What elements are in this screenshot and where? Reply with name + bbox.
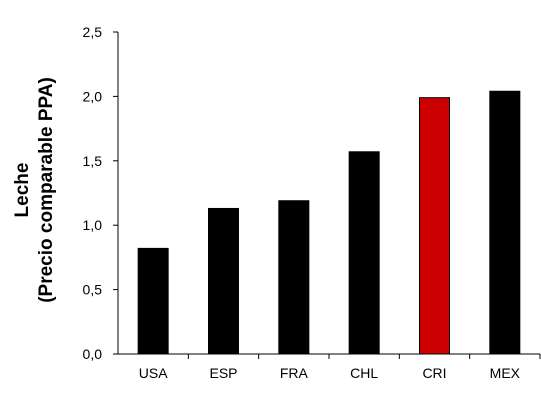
bar-usa bbox=[137, 247, 169, 355]
y-tick-label: 1,5 bbox=[83, 153, 103, 169]
bar-chl bbox=[348, 151, 380, 355]
bar-esp bbox=[208, 207, 239, 355]
bar-fra bbox=[278, 200, 310, 355]
x-tick-labels: USA ESP FRA CHL CRI MEX bbox=[139, 354, 541, 381]
x-tick-label-esp: ESP bbox=[209, 365, 237, 381]
x-tick-label-fra: FRA bbox=[280, 365, 309, 381]
x-tick-label-chl: CHL bbox=[350, 365, 378, 381]
bar-mex bbox=[489, 90, 521, 355]
y-tick-label: 1,0 bbox=[83, 217, 103, 233]
y-axis-label: Leche (Precio comparable PPA) bbox=[12, 77, 57, 303]
y-axis-label-line-2: (Precio comparable PPA) bbox=[36, 77, 57, 303]
y-axis-label-line-1: Leche bbox=[12, 163, 33, 218]
y-tick-label: 0,5 bbox=[83, 282, 103, 298]
y-tick-label: 0,0 bbox=[83, 346, 103, 362]
bars bbox=[137, 90, 521, 355]
y-tick-label: 2,5 bbox=[83, 24, 103, 40]
y-ticks: 0,0 0,5 1,0 1,5 2,0 2,5 bbox=[83, 24, 118, 362]
y-tick-label: 2,0 bbox=[83, 88, 103, 104]
x-tick-label-usa: USA bbox=[139, 365, 168, 381]
bar-cri bbox=[419, 97, 450, 355]
x-tick-label-mex: MEX bbox=[490, 365, 521, 381]
x-tick-label-cri: CRI bbox=[422, 365, 446, 381]
